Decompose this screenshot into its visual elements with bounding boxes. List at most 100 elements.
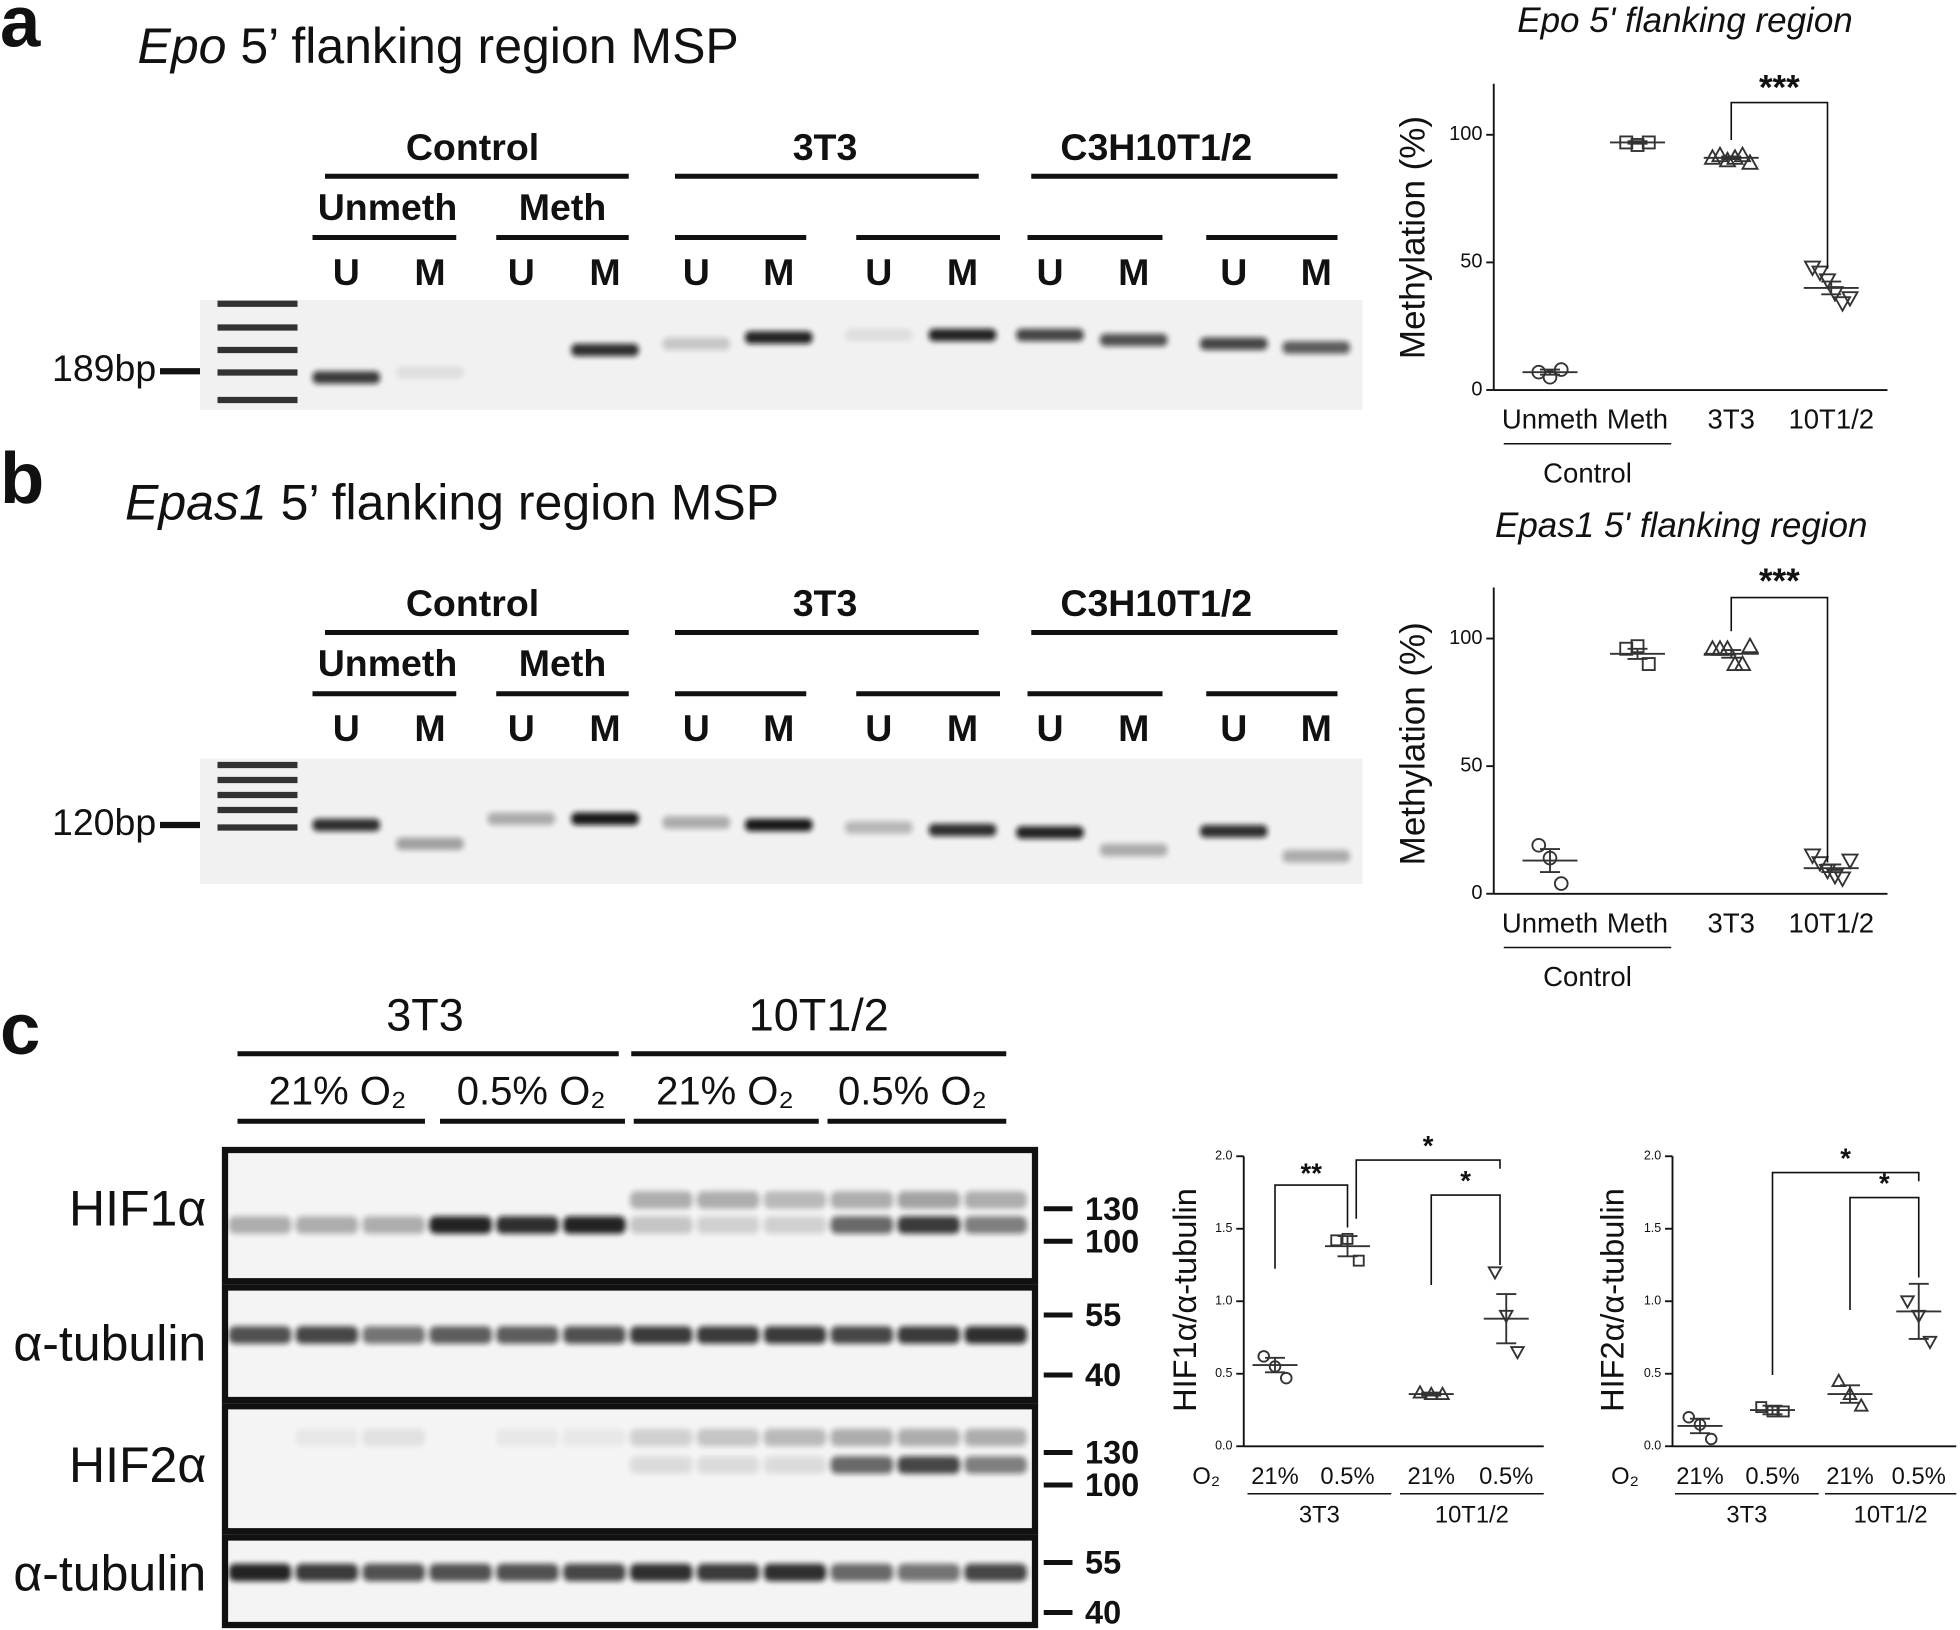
y-axis-label: Methylation (%) — [1393, 622, 1432, 865]
data-point — [1833, 296, 1852, 313]
data-point — [1553, 876, 1569, 891]
gel-band — [845, 821, 913, 834]
lane-label: M — [589, 707, 620, 749]
blot-band — [696, 1216, 760, 1234]
gel-band — [845, 328, 913, 342]
significance-label: * — [1840, 1142, 1851, 1173]
y-tick-label: 0.5 — [1644, 1366, 1661, 1380]
y-tick-label: 0.0 — [1644, 1439, 1661, 1453]
y-tick-label: 0 — [1471, 882, 1482, 904]
x-tick-label: 0.5% — [1892, 1463, 1946, 1490]
title-text: 5’ flanking region MSP — [267, 474, 779, 530]
blot-band — [897, 1216, 960, 1234]
blot-band — [696, 1326, 760, 1344]
blot-band — [630, 1428, 693, 1447]
significance-bracket — [1849, 1196, 1920, 1310]
significance-label: * — [1460, 1165, 1471, 1196]
data-point — [1509, 1346, 1526, 1361]
blot-band — [763, 1563, 827, 1582]
significance-bracket — [1771, 1171, 1920, 1375]
data-point — [1803, 260, 1822, 277]
blot-band — [630, 1326, 693, 1344]
y-axis-label: HIF1α/α-tubulin — [1167, 1188, 1203, 1412]
significance-bracket — [1430, 1194, 1501, 1285]
group-label: 10T1/2 — [749, 990, 889, 1041]
gel — [200, 300, 1363, 410]
gel-band — [1282, 341, 1350, 354]
y-tick-label: 0 — [1471, 378, 1482, 400]
ladder-band — [217, 776, 298, 784]
gel-band — [312, 818, 380, 832]
blot-band — [964, 1326, 1027, 1344]
condition-label: 0.5% O₂ — [838, 1069, 987, 1113]
group-label: 3T3 — [1299, 1502, 1340, 1529]
data-point — [1710, 145, 1730, 163]
blot-band — [964, 1216, 1027, 1234]
blot-band — [696, 1428, 760, 1447]
group-label: 3T3 — [793, 582, 858, 624]
condition-label: 21% O₂ — [269, 1069, 407, 1113]
significance-label: * — [1423, 1130, 1434, 1161]
x-tick-label: 10T1/2 — [1788, 907, 1874, 938]
x-tick-label: 21% — [1826, 1463, 1874, 1490]
data-point — [1718, 639, 1737, 656]
ladder-band — [217, 806, 298, 814]
y-tick-label: 100 — [1449, 123, 1482, 145]
data-point — [1733, 145, 1752, 163]
marker-label: 55 — [1085, 1545, 1121, 1581]
condition-label: 0.5% O₂ — [457, 1069, 606, 1113]
blot-label: HIF1α — [69, 1181, 206, 1237]
panel-title: Epo 5’ flanking region MSP — [138, 18, 739, 74]
lane-label: M — [1301, 251, 1332, 293]
blot-band — [763, 1216, 827, 1234]
data-point — [1352, 1254, 1365, 1267]
blot-band — [429, 1216, 492, 1234]
blot-label: α-tubulin — [13, 1316, 206, 1372]
lane-label: M — [947, 251, 978, 293]
data-point — [1777, 1405, 1790, 1418]
gel-band — [928, 823, 997, 837]
ladder-band — [217, 791, 298, 799]
title-text: 5’ flanking region MSP — [226, 18, 738, 74]
gel-band — [928, 328, 997, 342]
data-point — [1703, 639, 1722, 656]
y-tick-label: 0.5 — [1215, 1366, 1232, 1380]
gel-band — [396, 366, 464, 379]
lane-label: U — [333, 707, 360, 749]
marker-label: 55 — [1085, 1297, 1121, 1333]
gel-band — [571, 812, 639, 825]
group-label: C3H10T1/2 — [1060, 582, 1252, 624]
data-point — [1825, 868, 1845, 886]
y-tick-label: 1.0 — [1215, 1294, 1232, 1308]
data-point — [1853, 1397, 1870, 1412]
blot-band — [897, 1191, 960, 1209]
blot-band — [362, 1563, 425, 1582]
data-point — [1840, 291, 1860, 308]
data-point — [1257, 1350, 1270, 1363]
y-tick-label: 50 — [1460, 251, 1482, 273]
ladder-band — [217, 300, 298, 307]
y-tick-label: 100 — [1449, 627, 1482, 649]
x-tick-label: 3T3 — [1708, 907, 1755, 938]
data-point — [1833, 871, 1852, 888]
gel-band — [662, 337, 730, 350]
blot-label: α-tubulin — [13, 1546, 206, 1602]
blot-band — [696, 1191, 760, 1209]
blot-band — [563, 1563, 626, 1582]
x-tick-label: Meth — [1607, 404, 1668, 435]
blot-band — [496, 1326, 559, 1344]
data-point — [1840, 853, 1860, 871]
lane-label: U — [1220, 707, 1247, 749]
blot-band — [630, 1216, 693, 1234]
blot-band — [228, 1326, 292, 1344]
lane-label: U — [1220, 251, 1247, 293]
gel-band — [312, 371, 380, 384]
y-axis-label: Methylation (%) — [1393, 116, 1432, 359]
y-tick-label: 0.0 — [1215, 1439, 1232, 1453]
title-gene: Epo — [138, 18, 227, 74]
data-point — [1922, 1335, 1938, 1351]
significance-bracket — [1730, 596, 1829, 863]
blot-band — [696, 1563, 760, 1582]
lane-label: M — [1118, 251, 1149, 293]
